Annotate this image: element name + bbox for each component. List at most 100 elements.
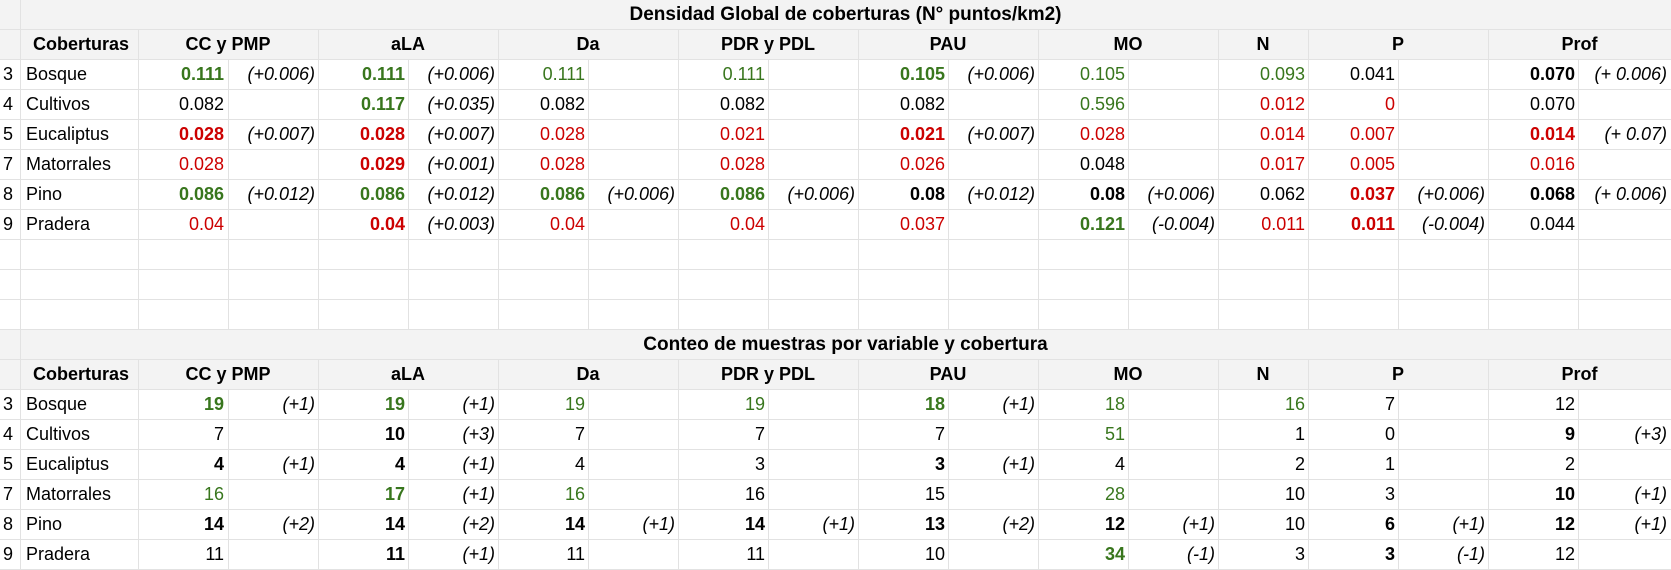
value-cell[interactable]: 0.028 xyxy=(178,124,224,144)
delta-note[interactable]: (+1) xyxy=(462,544,495,564)
delta-note[interactable]: (+1) xyxy=(1002,394,1035,414)
value-cell[interactable]: 10 xyxy=(1284,484,1305,504)
value-cell[interactable]: 0.068 xyxy=(1529,184,1575,204)
header-pau[interactable]: PAU xyxy=(929,364,967,384)
value-cell[interactable]: 17 xyxy=(384,484,405,504)
value-cell[interactable]: 16 xyxy=(744,484,765,504)
value-cell[interactable]: 10 xyxy=(924,544,945,564)
row-index[interactable]: 8 xyxy=(3,184,14,204)
value-cell[interactable]: 34 xyxy=(1104,544,1125,564)
delta-note[interactable]: (+0.006) xyxy=(607,184,675,204)
value-cell[interactable]: 1 xyxy=(1294,424,1305,444)
value-cell[interactable]: 3 xyxy=(1384,544,1395,564)
header-da[interactable]: Da xyxy=(576,34,600,54)
value-cell[interactable]: 0.021 xyxy=(899,124,945,144)
delta-note[interactable]: (+ 0.07) xyxy=(1604,124,1667,144)
delta-note[interactable]: (-1) xyxy=(1457,544,1485,564)
header-cc-y-pmp[interactable]: CC y PMP xyxy=(185,364,271,384)
header-mo[interactable]: MO xyxy=(1113,34,1143,54)
delta-note[interactable]: (+2) xyxy=(1002,514,1035,534)
value-cell[interactable]: 0.070 xyxy=(1529,64,1575,84)
value-cell[interactable]: 16 xyxy=(1284,394,1305,414)
value-cell[interactable]: 0.04 xyxy=(369,214,405,234)
delta-note[interactable]: (-0.004) xyxy=(1151,214,1215,234)
value-cell[interactable]: 0.028 xyxy=(719,154,765,174)
value-cell[interactable]: 11 xyxy=(385,544,405,564)
value-cell[interactable]: 0.021 xyxy=(719,124,765,144)
value-cell[interactable]: 7 xyxy=(574,424,585,444)
value-cell[interactable]: 0.016 xyxy=(1529,154,1575,174)
header-coberturas[interactable]: Coberturas xyxy=(32,364,130,384)
cobertura-name[interactable]: Eucaliptus xyxy=(26,454,110,474)
cobertura-name[interactable]: Matorrales xyxy=(26,484,112,504)
row-index[interactable]: 5 xyxy=(3,454,14,474)
delta-note[interactable]: (+1) xyxy=(462,484,495,504)
value-cell[interactable]: 0.011 xyxy=(1350,214,1395,234)
value-cell[interactable]: 0.070 xyxy=(1529,94,1575,114)
value-cell[interactable]: 0.086 xyxy=(539,184,585,204)
delta-note[interactable]: (+0.035) xyxy=(427,94,495,114)
value-cell[interactable]: 3 xyxy=(934,454,945,474)
header-p[interactable]: P xyxy=(1391,34,1404,54)
value-cell[interactable]: 14 xyxy=(203,514,224,534)
value-cell[interactable]: 12 xyxy=(1104,514,1125,534)
value-cell[interactable]: 0.028 xyxy=(178,154,224,174)
delta-note[interactable]: (-0.004) xyxy=(1421,214,1485,234)
value-cell[interactable]: 2 xyxy=(1294,454,1305,474)
cobertura-name[interactable]: Cultivos xyxy=(26,94,91,114)
delta-note[interactable]: (+1) xyxy=(1452,514,1485,534)
delta-note[interactable]: (+2) xyxy=(462,514,495,534)
value-cell[interactable]: 0.121 xyxy=(1079,214,1125,234)
delta-note[interactable]: (+1) xyxy=(462,454,495,474)
value-cell[interactable]: 7 xyxy=(213,424,224,444)
value-cell[interactable]: 11 xyxy=(746,544,765,564)
header-n[interactable]: N xyxy=(1256,364,1270,384)
value-cell[interactable]: 4 xyxy=(1114,454,1125,474)
value-cell[interactable]: 3 xyxy=(754,454,765,474)
delta-note[interactable]: (+0.012) xyxy=(967,184,1035,204)
value-cell[interactable]: 0.017 xyxy=(1259,154,1305,174)
header-pdr-y-pdl[interactable]: PDR y PDL xyxy=(720,364,816,384)
delta-note[interactable]: (+0.012) xyxy=(427,184,495,204)
value-cell[interactable]: 0.086 xyxy=(719,184,765,204)
delta-note[interactable]: (+0.001) xyxy=(427,154,495,174)
row-index[interactable]: 8 xyxy=(3,514,14,534)
cobertura-name[interactable]: Pino xyxy=(26,514,63,534)
header-da[interactable]: Da xyxy=(576,364,600,384)
delta-note[interactable]: (+0.006) xyxy=(1147,184,1215,204)
row-index[interactable]: 4 xyxy=(3,424,14,444)
delta-note[interactable]: (+1) xyxy=(282,454,315,474)
value-cell[interactable]: 0.041 xyxy=(1349,64,1395,84)
value-cell[interactable]: 0.037 xyxy=(899,214,945,234)
header-prof[interactable]: Prof xyxy=(1561,364,1598,384)
row-index[interactable]: 5 xyxy=(3,124,14,144)
cobertura-name[interactable]: Pradera xyxy=(26,214,91,234)
value-cell[interactable]: 0.005 xyxy=(1349,154,1395,174)
header-pdr-y-pdl[interactable]: PDR y PDL xyxy=(720,34,816,54)
value-cell[interactable]: 0.111 xyxy=(722,64,765,84)
value-cell[interactable]: 0.012 xyxy=(1259,94,1305,114)
value-cell[interactable]: 10 xyxy=(1554,484,1575,504)
value-cell[interactable]: 0.062 xyxy=(1259,184,1305,204)
value-cell[interactable]: 0.117 xyxy=(360,94,405,114)
value-cell[interactable]: 4 xyxy=(213,454,224,474)
value-cell[interactable]: 19 xyxy=(384,394,405,414)
table-title[interactable]: Densidad Global de coberturas (N° puntos… xyxy=(629,4,1062,25)
header-cc-y-pmp[interactable]: CC y PMP xyxy=(185,34,271,54)
delta-note[interactable]: (+0.006) xyxy=(427,64,495,84)
delta-note[interactable]: (+0.003) xyxy=(427,214,495,234)
value-cell[interactable]: 19 xyxy=(203,394,224,414)
value-cell[interactable]: 0 xyxy=(1384,424,1395,444)
value-cell[interactable]: 11 xyxy=(566,544,585,564)
value-cell[interactable]: 0.105 xyxy=(899,64,945,84)
delta-note[interactable]: (+2) xyxy=(282,514,315,534)
value-cell[interactable]: 14 xyxy=(744,514,765,534)
value-cell[interactable]: 0.007 xyxy=(1349,124,1395,144)
delta-note[interactable]: (+ 0.006) xyxy=(1594,64,1667,84)
value-cell[interactable]: 0.014 xyxy=(1259,124,1305,144)
delta-note[interactable]: (+ 0.006) xyxy=(1594,184,1667,204)
value-cell[interactable]: 0.596 xyxy=(1079,94,1125,114)
value-cell[interactable]: 0.08 xyxy=(1089,184,1125,204)
value-cell[interactable]: 18 xyxy=(924,394,945,414)
value-cell[interactable]: 0.04 xyxy=(729,214,765,234)
